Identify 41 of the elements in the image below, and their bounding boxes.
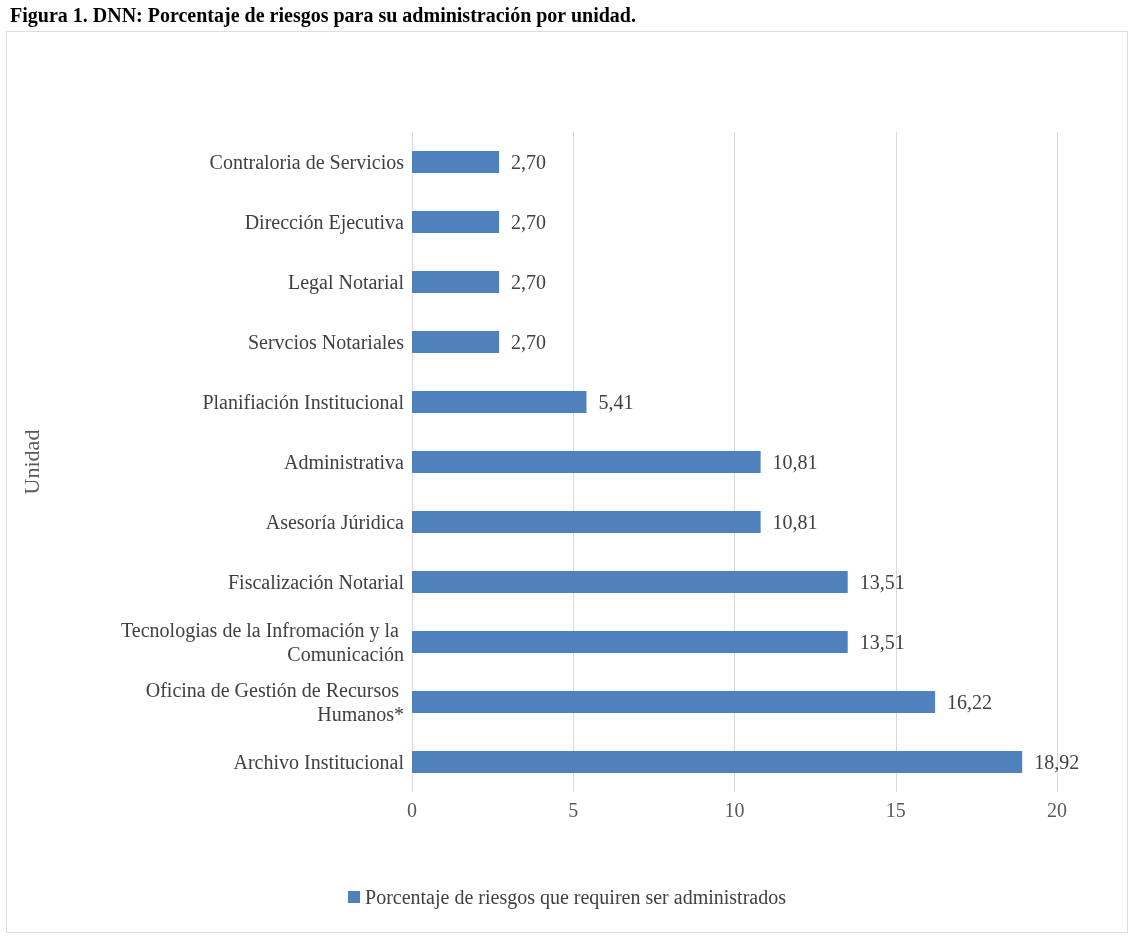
bar <box>412 451 761 473</box>
bar <box>412 511 761 533</box>
x-tick-label: 10 <box>724 799 745 821</box>
chart-title: Figura 1. DNN: Porcentaje de riesgos para su administración por unidad. <box>9 3 637 29</box>
bar <box>412 151 500 173</box>
bar <box>412 571 848 593</box>
data-label: 2,70 <box>511 331 547 353</box>
data-label: 2,70 <box>511 211 547 233</box>
y-axis-title: Unidad <box>18 429 44 495</box>
bar <box>412 391 587 413</box>
bar <box>412 631 848 653</box>
x-tick-label: 15 <box>885 799 906 821</box>
y-tick-label: Administrativa <box>284 451 405 473</box>
y-tick-label: Fiscalización Notarial <box>227 571 405 593</box>
y-tick-label: Legal Notarial <box>287 271 405 294</box>
y-tick-label: Planifiación Institucional <box>202 391 405 413</box>
bar <box>412 271 500 293</box>
data-label: 5,41 <box>598 391 634 413</box>
bar <box>412 331 500 353</box>
y-tick-label: Servcios Notariales <box>247 331 405 353</box>
data-label: 2,70 <box>511 271 547 293</box>
data-label: 16,22 <box>947 691 993 713</box>
bar <box>412 691 936 713</box>
y-tick-label: Dirección Ejecutiva <box>244 211 405 234</box>
data-label: 18,92 <box>1034 751 1080 773</box>
y-tick-label: Archivo Institucional <box>233 751 405 773</box>
y-tick-label: Contraloria de Servicios <box>209 151 405 173</box>
data-label: 13,51 <box>859 631 905 653</box>
y-tick-label: Asesoría Júridica <box>265 511 405 533</box>
x-tick-label: 20 <box>1047 799 1067 821</box>
bar <box>412 211 500 233</box>
x-tick-label: 0 <box>407 799 417 821</box>
data-label: 2,70 <box>511 151 547 173</box>
data-label: 13,51 <box>859 571 905 593</box>
y-tick-label: Tecnologias de la Infromación y la Comunicación <box>121 619 404 665</box>
x-tick-label: 5 <box>568 799 579 821</box>
y-tick-label: Oficina de Gestión de Recursos Humanos* <box>145 679 404 725</box>
legend-label: Porcentaje de riesgos que requiren ser administrados <box>365 886 787 909</box>
bar <box>412 751 1023 773</box>
data-label: 10,81 <box>772 511 818 533</box>
data-label: 10,81 <box>772 451 818 473</box>
